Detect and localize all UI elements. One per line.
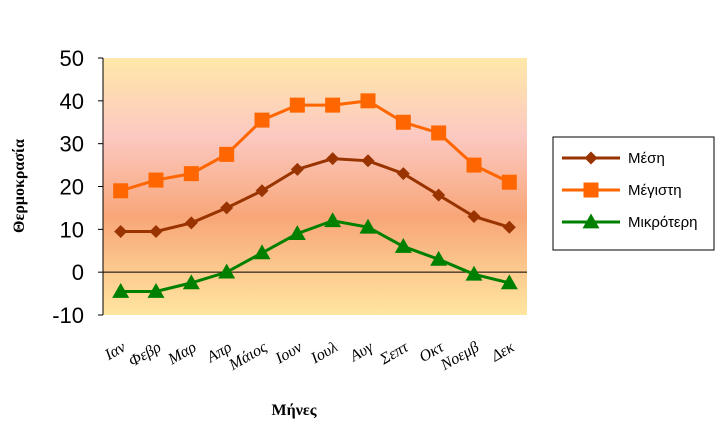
data-point xyxy=(467,209,481,223)
y-axis: 50 40 30 20 10 0 -10 xyxy=(52,46,103,328)
x-tick-label: Αυγ xyxy=(346,338,376,365)
x-tick-label: Ιαν xyxy=(101,338,129,364)
y-tick-label: -10 xyxy=(52,303,84,328)
data-point xyxy=(290,162,304,176)
y-tick-label: 20 xyxy=(60,175,84,200)
data-point xyxy=(360,93,376,109)
data-point xyxy=(218,263,236,279)
data-point xyxy=(149,224,163,238)
data-point xyxy=(396,167,410,181)
data-point xyxy=(113,183,129,199)
legend-marker xyxy=(582,213,600,229)
data-point xyxy=(255,184,269,198)
data-point xyxy=(254,112,270,128)
legend-box xyxy=(552,136,715,251)
legend-marker xyxy=(583,182,599,198)
x-tick-label: Σεπτ xyxy=(376,338,412,369)
data-point xyxy=(430,250,448,266)
data-point xyxy=(466,157,482,173)
y-tick-label: 30 xyxy=(60,132,84,157)
x-tick-label: Νοεμβ xyxy=(437,339,482,375)
data-point xyxy=(465,265,483,281)
legend-label: Μικρότερη xyxy=(628,214,697,231)
data-point xyxy=(361,154,375,168)
series-1 xyxy=(113,93,517,199)
data-point xyxy=(501,174,517,190)
x-tick-label: Ιουν xyxy=(272,338,306,368)
legend-label: Μέση xyxy=(628,150,665,167)
data-point xyxy=(289,97,305,113)
series-line xyxy=(120,157,510,233)
data-point xyxy=(114,224,128,238)
y-tick-label: 50 xyxy=(60,46,84,71)
data-point xyxy=(183,166,199,182)
y-tick-label: 10 xyxy=(60,217,84,242)
data-point xyxy=(326,152,340,166)
x-tick-label: Μάιος xyxy=(225,338,270,374)
data-point xyxy=(395,114,411,130)
y-tick-label: 40 xyxy=(60,89,84,114)
legend-marker xyxy=(584,151,598,165)
data-point xyxy=(182,274,200,290)
plot-area xyxy=(103,58,527,315)
data-point xyxy=(288,225,306,240)
series-layer xyxy=(112,93,518,298)
data-point xyxy=(147,282,165,298)
legend-label: Μέγιστη xyxy=(628,182,682,199)
data-point xyxy=(359,218,377,234)
legend: Μέση Μέγιστη Μικρότερη xyxy=(552,136,715,251)
data-point xyxy=(432,188,446,202)
data-point xyxy=(394,237,412,253)
y-tick-label: 0 xyxy=(72,260,84,285)
x-tick-label: Μαρ xyxy=(165,339,200,369)
data-point xyxy=(325,97,341,113)
x-tick-label: Ιουλ xyxy=(307,339,340,368)
data-point xyxy=(253,244,271,260)
x-tick-label: Δεκ xyxy=(488,339,518,366)
data-point xyxy=(112,282,130,298)
data-point xyxy=(502,220,516,234)
data-point xyxy=(220,201,234,215)
data-point xyxy=(324,212,342,228)
y-axis-title: Θερμοκρασία xyxy=(11,139,28,233)
series-0 xyxy=(114,152,516,238)
data-point xyxy=(500,274,518,290)
data-point xyxy=(148,172,164,188)
data-point xyxy=(431,125,447,141)
x-tick-label: Φεβρ xyxy=(126,339,164,371)
series-2 xyxy=(112,212,518,298)
data-point xyxy=(184,216,198,230)
data-point xyxy=(219,146,235,162)
x-axis-title: Μήνες xyxy=(272,402,317,419)
